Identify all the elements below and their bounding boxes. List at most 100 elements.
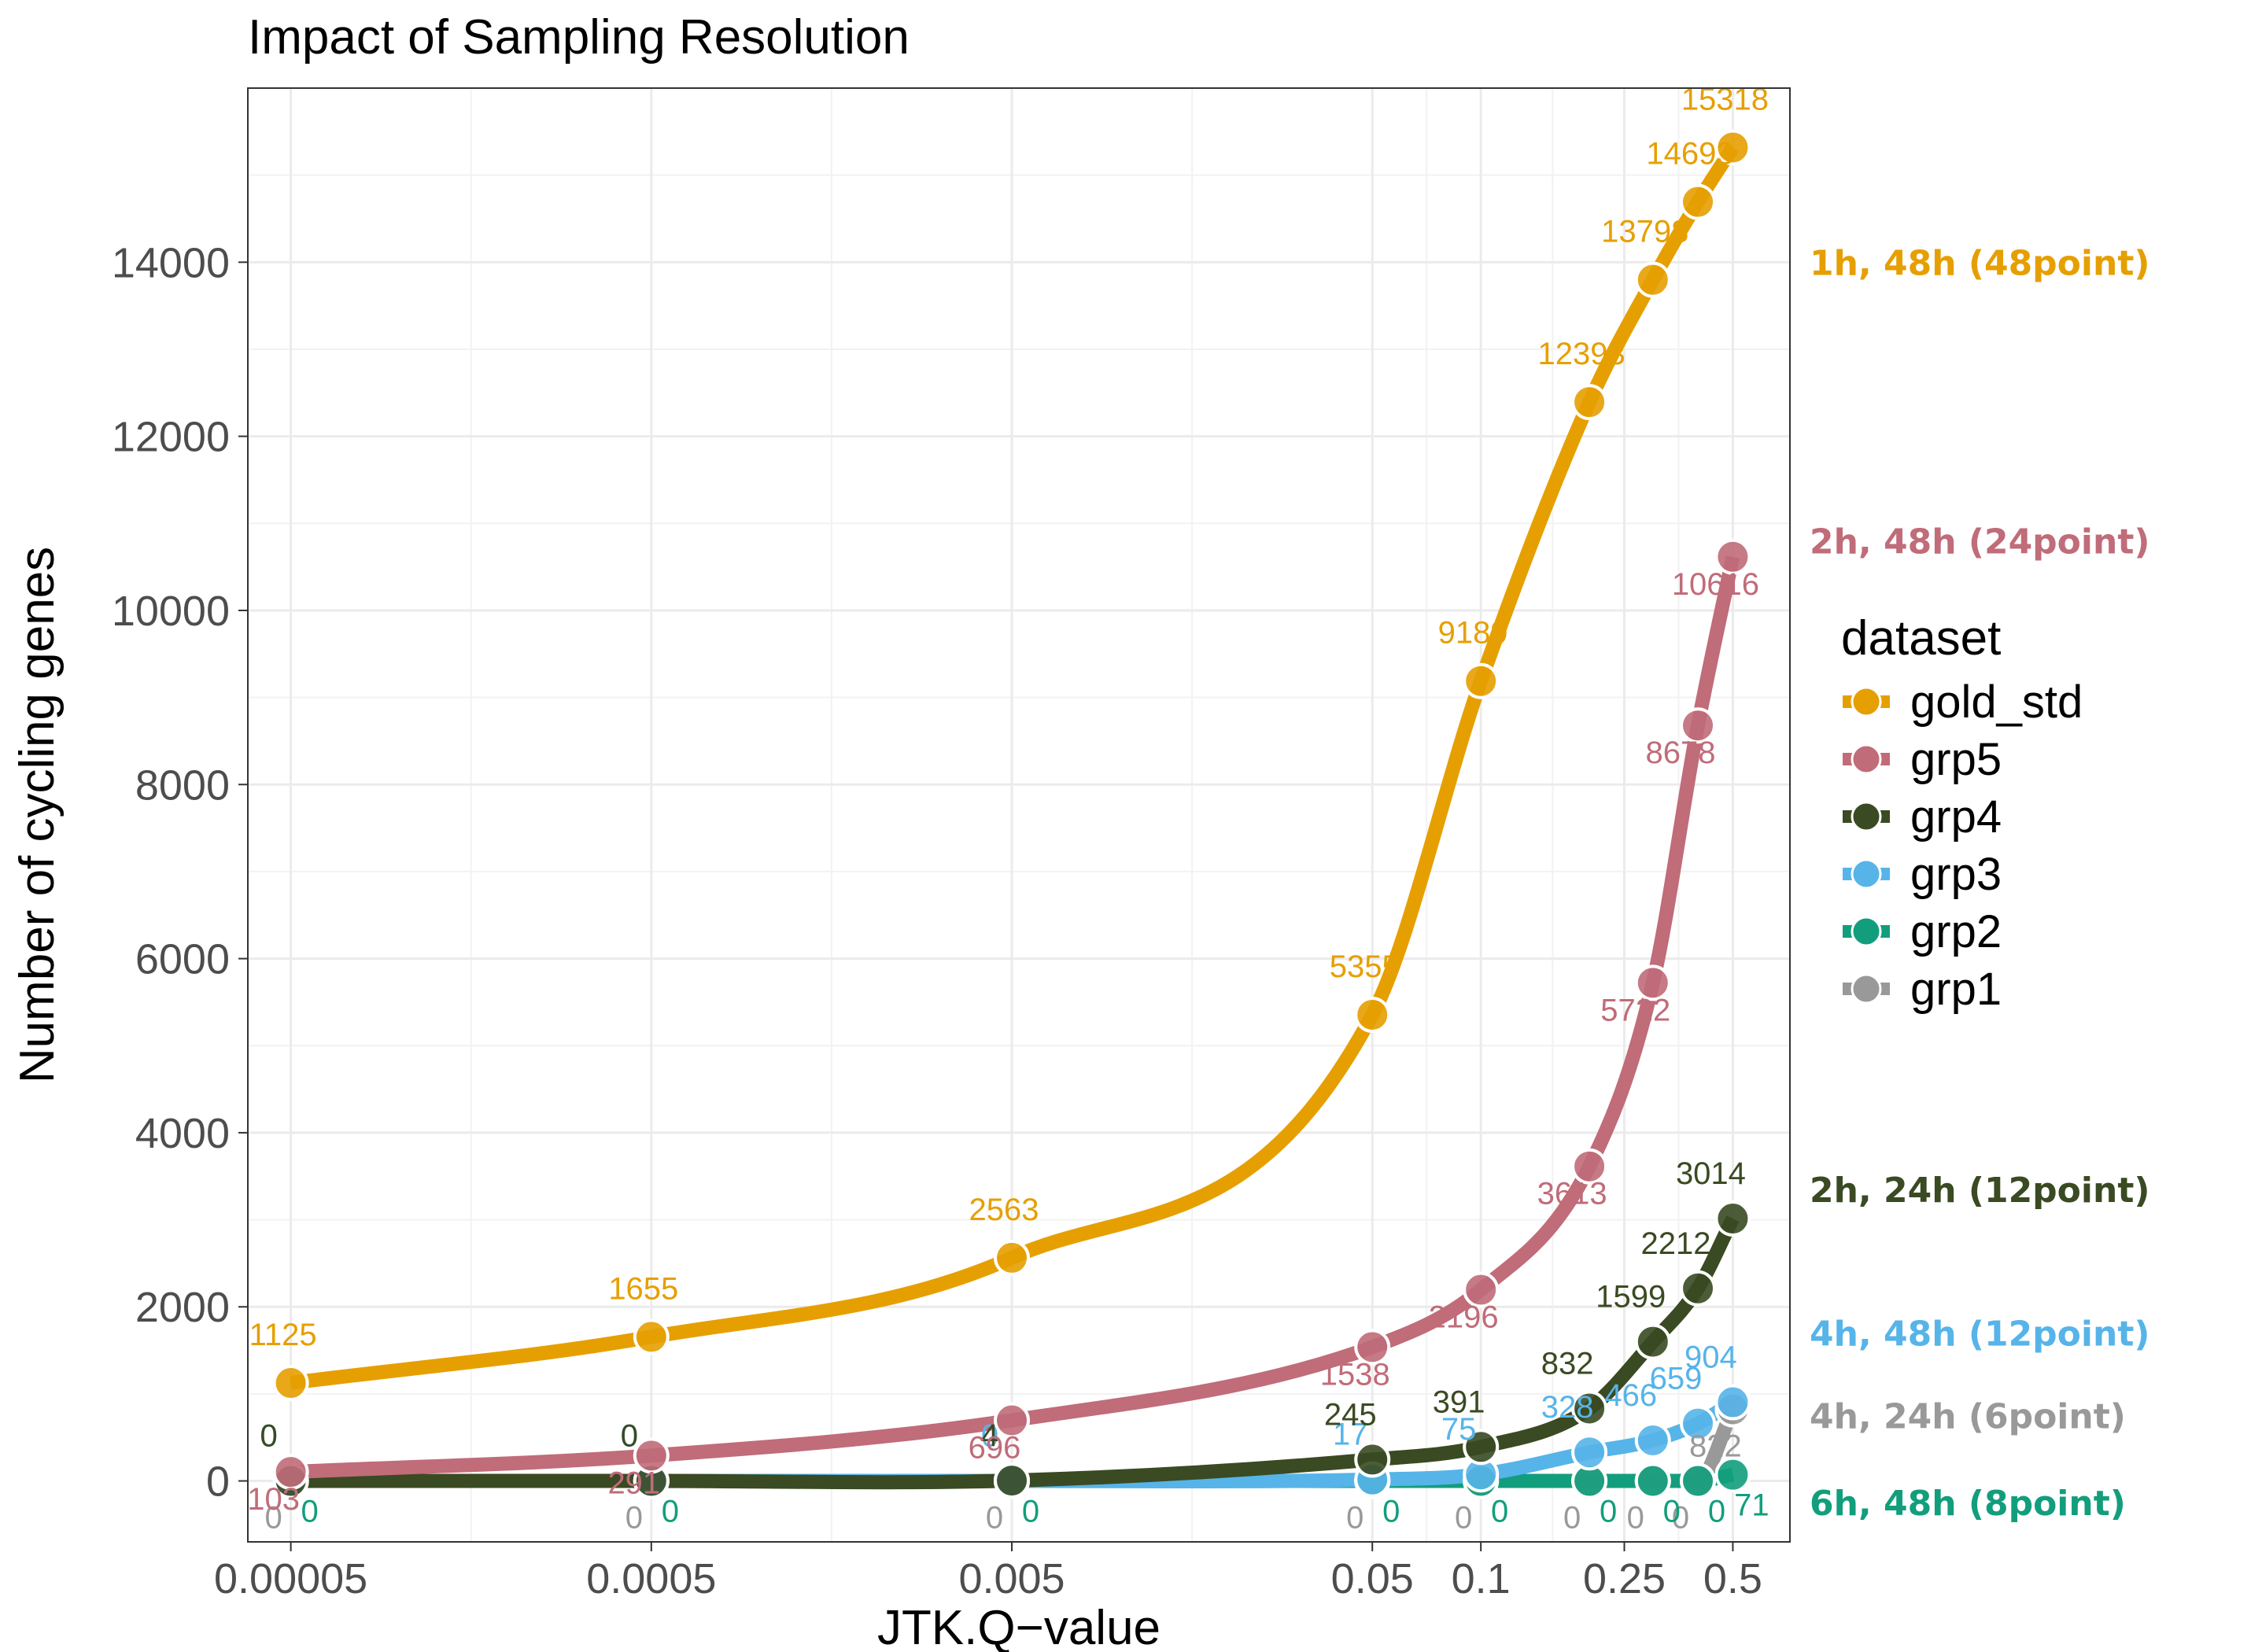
data-label-grp4: 2212 [1641, 1226, 1711, 1261]
data-label-grp4: 245 [1324, 1397, 1377, 1432]
data-label-grp4: 0 [621, 1419, 638, 1454]
data-label-gold_std: 2563 [969, 1193, 1039, 1227]
y-tick-label: 14000 [112, 239, 230, 286]
data-label-grp1: 0 [986, 1501, 1003, 1536]
data-label-grp3: 0 [621, 1419, 638, 1454]
data-label-grp3: 659 [1650, 1362, 1703, 1396]
legend-label-grp3: grp3 [1910, 849, 2002, 900]
data-label-gold_std: 13798 [1601, 215, 1688, 249]
data-point-grp4 [994, 1462, 1031, 1499]
data-label-gold_std: 9189 [1438, 616, 1508, 651]
data-label-gold_std: 14693 [1646, 137, 1733, 171]
data-point-grp5 [1571, 1148, 1608, 1185]
y-tick-label: 6000 [135, 936, 230, 983]
legend: dataset gold_std grp5 grp4 grp3 grp2 grp1 [1841, 611, 2083, 1015]
x-tick-label: 0.005 [958, 1555, 1065, 1602]
data-label-grp5: 103 [247, 1482, 300, 1517]
data-point-grp3 [1714, 1384, 1751, 1421]
data-point-grp5 [1354, 1329, 1391, 1366]
data-point-grp4 [1634, 1323, 1671, 1360]
annotation-gold_std: 1h, 48h (48point) [1810, 243, 2149, 283]
data-point-grp2 [1714, 1456, 1751, 1493]
legend-label-grp4: grp4 [1910, 791, 2002, 843]
data-point-gold_std [1354, 996, 1391, 1033]
data-point-grp2 [1680, 1462, 1717, 1499]
data-label-grp1: 0 [1455, 1501, 1472, 1536]
annotation-grp5: 2h, 48h (24point) [1810, 522, 2149, 562]
data-label-grp1: 0 [625, 1501, 643, 1536]
data-label-grp5: 1538 [1320, 1357, 1390, 1392]
chart-title: Impact of Sampling Resolution [248, 10, 910, 65]
x-tick-label: 0.25 [1583, 1555, 1666, 1602]
data-label-grp1: 0 [1346, 1501, 1363, 1536]
data-label-grp1: 0 [1627, 1501, 1644, 1536]
y-axis-title: Number of cycling genes [10, 547, 65, 1083]
data-label-grp2: 71 [1734, 1488, 1769, 1523]
grid-major [248, 88, 1790, 1542]
data-label-grp4: 4 [981, 1418, 998, 1453]
legend-label-gold_std: gold_std [1910, 677, 2083, 728]
legend-key-point [1851, 801, 1882, 832]
legend-key-point [1851, 743, 1882, 775]
x-tick-label: 0.0005 [586, 1555, 716, 1602]
y-tick-label: 12000 [112, 414, 230, 461]
data-label-grp5: 8678 [1646, 736, 1716, 770]
data-point-gold_std [272, 1365, 309, 1402]
data-label-grp1: 0 [1563, 1501, 1581, 1536]
data-label-grp1: 822 [1689, 1429, 1742, 1464]
annotation-grp3: 4h, 48h (12point) [1810, 1314, 2149, 1354]
data-label-gold_std: 1655 [608, 1271, 678, 1306]
y-tick-label: 4000 [135, 1110, 230, 1157]
legend-key-point [1851, 916, 1882, 947]
data-label-grp3: 75 [1441, 1412, 1477, 1447]
legend-label-grp1: grp1 [1910, 964, 2002, 1015]
data-label-grp3: 466 [1604, 1378, 1657, 1413]
data-label-grp2: 0 [1663, 1495, 1681, 1529]
data-label-gold_std: 5355 [1330, 950, 1400, 984]
data-label-grp4: 3014 [1676, 1156, 1746, 1191]
plot-border [247, 87, 1791, 1543]
data-label-grp4: 832 [1541, 1346, 1594, 1381]
data-point-grp3 [1571, 1434, 1608, 1471]
legend-key-point [1851, 858, 1882, 890]
data-label-grp2: 0 [1022, 1495, 1039, 1529]
data-point-grp3 [1634, 1422, 1671, 1458]
data-label-grp2: 0 [1600, 1495, 1617, 1529]
data-point-gold_std [1634, 261, 1671, 298]
data-label-grp1: 0 [1672, 1501, 1689, 1536]
data-point-gold_std [994, 1239, 1031, 1276]
data-point-grp5 [1463, 1271, 1500, 1308]
y-tick-label: 2000 [135, 1284, 230, 1331]
data-point-grp4 [1354, 1441, 1391, 1478]
legend-title: dataset [1841, 611, 2001, 666]
y-tick-label: 0 [206, 1458, 230, 1506]
data-label-grp4: 1599 [1596, 1280, 1666, 1315]
data-point-grp5 [1680, 707, 1717, 744]
data-label-gold_std: 12393 [1537, 337, 1625, 371]
legend-key-point [1851, 686, 1882, 717]
x-tick-label: 0.00005 [214, 1555, 367, 1602]
data-label-grp3: 0 [260, 1419, 277, 1454]
data-label-grp5: 2196 [1429, 1300, 1499, 1335]
y-tick-label: 10000 [112, 588, 230, 635]
annotation-grp1: 4h, 24h (6point) [1810, 1397, 2126, 1437]
data-label-grp2: 0 [1708, 1495, 1725, 1529]
data-label-gold_std: 1125 [249, 1318, 317, 1352]
data-point-grp4 [1680, 1270, 1717, 1307]
x-axis-ticks: 0.00005 0.0005 0.005 0.05 0.1 0.25 0.5 [214, 1542, 1762, 1602]
y-axis-ticks: 0 2000 4000 6000 8000 10000 12000 14000 [112, 239, 248, 1506]
data-label-grp2: 0 [301, 1495, 318, 1529]
data-label-grp4: 391 [1433, 1385, 1485, 1419]
data-label-grp5: 3613 [1537, 1177, 1607, 1211]
series-line-grp5 [290, 555, 1740, 1480]
data-label-grp2: 0 [662, 1495, 679, 1529]
data-label-grp3: 0 [981, 1419, 998, 1454]
data-label-grp2: 0 [1382, 1495, 1400, 1529]
data-point-grp2 [1634, 1462, 1671, 1499]
x-tick-label: 0.5 [1703, 1555, 1762, 1602]
annotation-grp4: 2h, 24h (12point) [1810, 1171, 2149, 1211]
data-point-gold_std [1463, 662, 1500, 699]
data-label-grp3: 17 [1333, 1418, 1368, 1452]
data-point-grp5 [994, 1402, 1031, 1439]
